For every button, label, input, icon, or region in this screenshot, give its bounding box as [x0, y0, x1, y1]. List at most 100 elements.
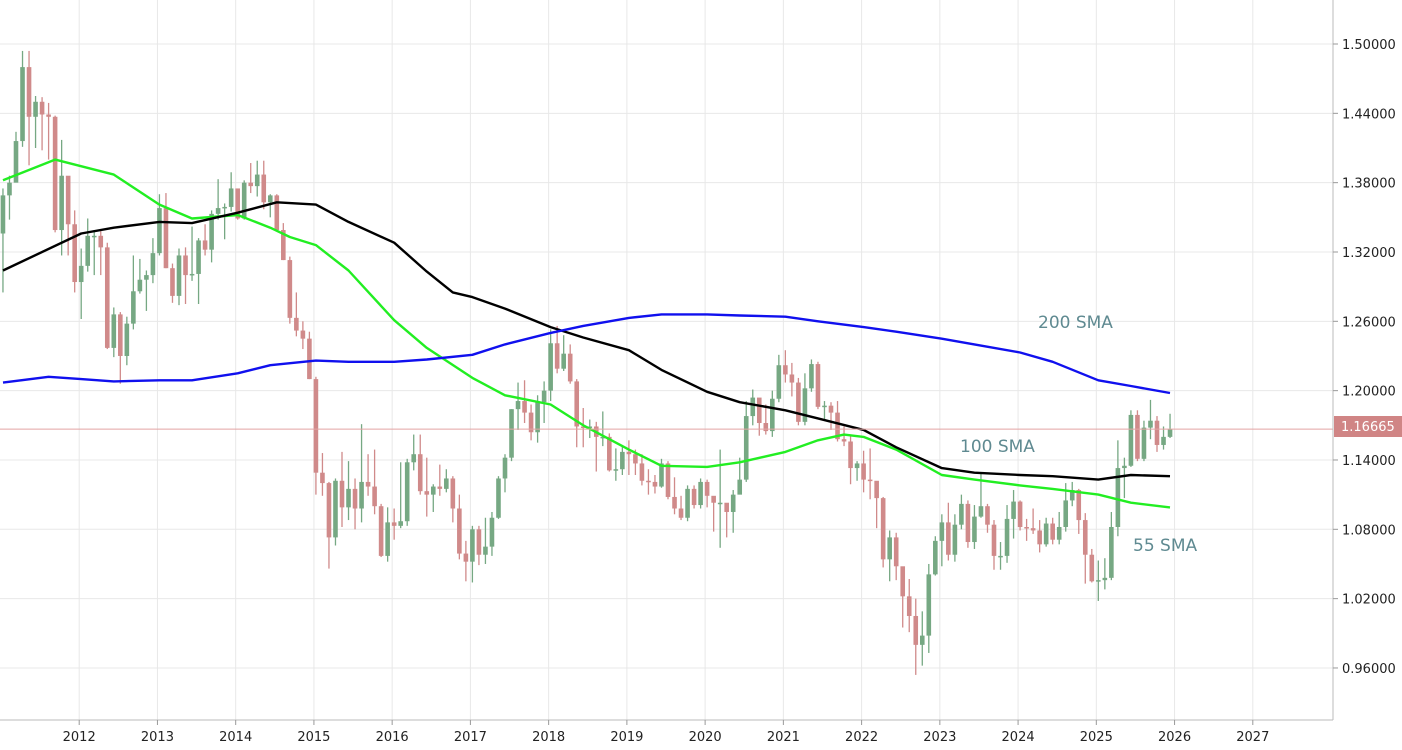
candle-body — [783, 365, 788, 375]
candle-body — [463, 553, 469, 562]
bearish-candle — [1050, 517, 1055, 545]
candle-body — [274, 195, 280, 231]
candle-body — [228, 188, 234, 207]
candle-body — [998, 555, 1003, 558]
bearish-candle — [1024, 518, 1029, 541]
bearish-candle — [437, 464, 443, 496]
candle-body — [157, 208, 162, 254]
candle-body — [222, 206, 227, 209]
candle-body — [848, 441, 853, 469]
bullish-candle — [222, 203, 227, 240]
bullish-candle — [509, 409, 514, 462]
candle-body — [580, 426, 586, 428]
candle-body — [1102, 577, 1108, 581]
bullish-candle — [1056, 511, 1062, 545]
bearish-candle — [26, 50, 32, 166]
sma-200-label: 200 SMA — [1038, 313, 1113, 333]
candle-body — [424, 491, 430, 495]
bearish-candle — [118, 312, 123, 384]
candle-body — [750, 397, 756, 417]
candle-body — [906, 596, 912, 616]
candle-body — [170, 268, 175, 296]
bearish-candle — [313, 376, 319, 495]
candle-body — [626, 451, 632, 455]
candle-body — [972, 516, 977, 543]
bearish-candle — [796, 377, 801, 426]
bullish-candle — [919, 611, 925, 666]
candle-body — [118, 314, 123, 356]
bullish-candle — [333, 478, 338, 546]
candle-body — [685, 488, 690, 518]
candle-body — [489, 517, 495, 547]
bullish-candle — [1141, 420, 1147, 462]
bullish-candle — [1069, 481, 1075, 507]
200-sma-line — [2, 313, 1171, 395]
candle-body — [574, 381, 580, 427]
bullish-candle — [1115, 440, 1121, 537]
candle-body — [620, 451, 625, 470]
candle-body — [1122, 465, 1127, 469]
bearish-candle — [913, 598, 919, 675]
candle-body — [659, 463, 664, 487]
bearish-candle — [1076, 488, 1082, 534]
bearish-candle — [522, 380, 527, 424]
y-tick-label: 1.38000 — [1342, 177, 1396, 192]
candle-body — [202, 240, 208, 250]
candle-body — [841, 439, 847, 442]
x-tick-label: 2015 — [297, 730, 330, 745]
bullish-candle — [78, 248, 84, 320]
candle-body — [854, 463, 860, 469]
candle-body — [457, 508, 462, 554]
y-tick-label: 1.20000 — [1342, 385, 1396, 400]
bullish-candle — [659, 458, 664, 488]
bullish-candle — [743, 401, 749, 482]
candle-body — [254, 174, 260, 187]
candle-body — [1056, 526, 1062, 540]
candle-body — [880, 498, 886, 560]
bearish-candle — [574, 379, 580, 448]
bearish-candle — [946, 502, 951, 561]
bullish-candle — [411, 434, 417, 471]
candle-body — [867, 479, 873, 482]
bearish-candle — [691, 485, 697, 509]
candle-body — [802, 388, 808, 422]
bullish-candle — [535, 395, 540, 443]
candle-body — [900, 566, 906, 597]
sma-100-label: 100 SMA — [960, 437, 1035, 457]
candle-body — [887, 537, 892, 560]
bullish-candle — [750, 389, 756, 426]
x-tick-label: 2012 — [63, 730, 96, 745]
bullish-candle — [385, 507, 390, 562]
candle-body — [248, 182, 254, 187]
candle-body — [704, 481, 710, 496]
bullish-candle — [241, 180, 247, 220]
candle-body — [1161, 436, 1166, 445]
bullish-candle — [1004, 505, 1010, 563]
candle-body — [952, 524, 958, 555]
candle-body — [724, 502, 729, 512]
candle-body — [535, 402, 540, 433]
bearish-candle — [417, 434, 423, 495]
candle-body — [985, 506, 990, 525]
y-tick-label: 1.08000 — [1342, 523, 1396, 538]
candle-body — [150, 253, 156, 276]
bearish-candle — [424, 457, 430, 517]
bullish-candle — [20, 50, 25, 147]
bullish-candle — [685, 485, 690, 522]
candle-body — [346, 488, 351, 508]
candle-body — [1004, 518, 1010, 556]
bearish-candle — [52, 115, 58, 233]
candle-body — [919, 635, 925, 645]
y-tick-label: 1.26000 — [1342, 315, 1396, 330]
bullish-candle — [1128, 410, 1134, 467]
candle-body — [450, 478, 456, 509]
bearish-candle — [294, 292, 299, 337]
bearish-candle — [183, 247, 188, 304]
bullish-candle — [1167, 413, 1173, 439]
candle-body — [46, 114, 51, 117]
y-tick-label: 1.50000 — [1342, 38, 1396, 53]
candle-body — [144, 275, 149, 280]
bearish-candle — [763, 404, 769, 435]
candle-body — [1017, 501, 1023, 527]
bearish-candle — [874, 480, 879, 529]
